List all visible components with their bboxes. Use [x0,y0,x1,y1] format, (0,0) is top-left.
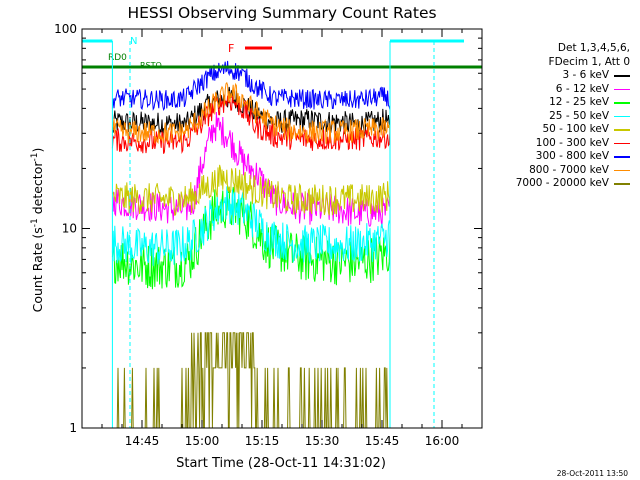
legend-label: 6 - 12 keV [555,82,609,95]
legend-swatch [614,88,630,90]
legend-swatch [614,156,630,158]
legend-entry: 300 - 800 keV [516,150,630,164]
legend-label: 7000 - 20000 keV [515,177,609,189]
x-tick-label: 15:15 [245,434,280,448]
legend-entry: 800 - 7000 keV [516,164,630,178]
legend-swatch [614,142,630,144]
series-line [111,111,391,228]
legend-label: 3 - 6 keV [562,69,609,81]
x-tick-label: 15:45 [365,434,400,448]
x-tick-label: 15:00 [185,434,220,448]
legend-label: 50 - 100 keV [542,123,609,135]
series-line [111,186,391,266]
night-label: N [130,36,137,47]
series-line [111,60,391,111]
flare-label: F [228,42,234,55]
footer-timestamp: 28-Oct-2011 13:50 [557,469,628,478]
y-tick-label: 100 [54,22,77,36]
legend-swatch [614,129,630,131]
x-tick-label: 16:00 [425,434,460,448]
legend-entry: 7000 - 20000 keV [516,177,630,191]
legend-entry: 100 - 300 keV [516,137,630,151]
legend-label: 300 - 800 keV [535,150,609,162]
y-tick-label: 1 [69,421,77,435]
legend-entries: 3 - 6 keV 6 - 12 keV 12 - 25 keV 25 - 50 ke… [516,69,630,191]
legend-entry: 50 - 100 keV [516,123,630,137]
x-axis-label: Start Time (28-Oct-11 14:31:02) [176,456,386,471]
series-line [111,81,391,145]
legend-entry: 12 - 25 keV [516,96,630,110]
legend-header-line-2: FDecim 1, Att 0 [548,55,630,68]
legend-swatch [614,75,630,77]
saa-label: RD0 [108,53,127,63]
legend-swatch [614,102,630,104]
legend-entry: 3 - 6 keV [516,69,630,83]
legend-label: 25 - 50 keV [549,109,609,122]
saa-label-2: RSTO [140,61,162,70]
y-tick-label: 10 [62,222,77,236]
legend-swatch [614,115,630,117]
legend-label: 12 - 25 keV [549,96,609,108]
legend-swatch [614,169,630,171]
legend-entry: 6 - 12 keV [516,83,630,97]
legend-header-line-1: Det 1,3,4,5,6, [557,42,630,54]
chart-title: HESSI Observing Summary Count Rates [127,4,436,22]
legend-entry: 25 - 50 keV [516,110,630,124]
chart-legend: Det 1,3,4,5,6, FDecim 1, Att 0 3 - 6 keV… [516,42,630,191]
legend-swatch [614,183,630,185]
plot-frame [81,28,483,429]
series-line [112,332,390,429]
legend-label: 100 - 300 keV [535,136,609,149]
x-tick-label: 14:45 [125,434,160,448]
legend-label: 800 - 7000 keV [529,163,609,176]
y-axis-label: Count Rate (s-1 detector-1) [30,148,45,313]
x-tick-label: 15:30 [305,434,340,448]
series-line [111,164,391,216]
